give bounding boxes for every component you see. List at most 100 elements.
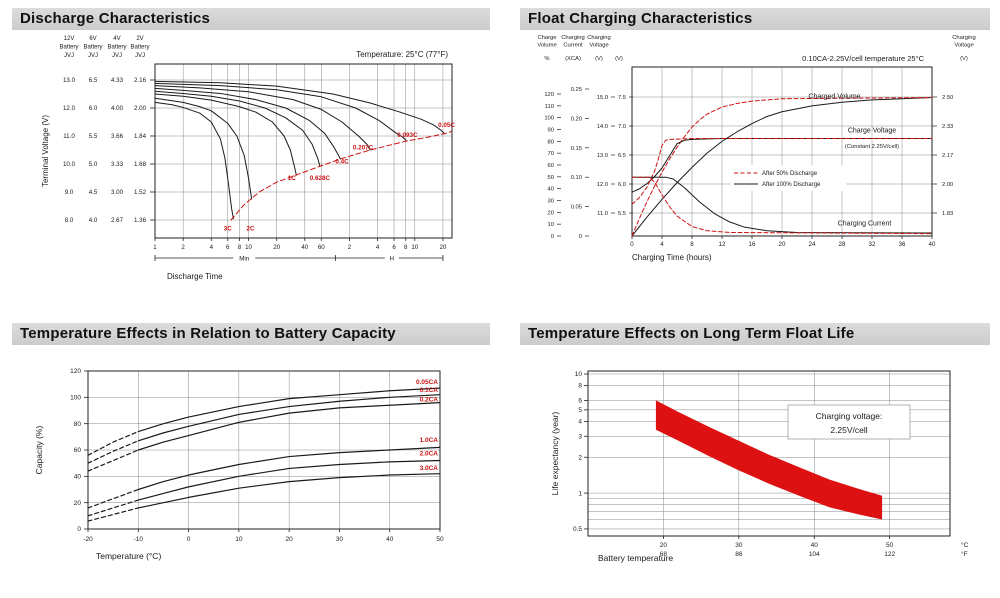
x-axis-title: Temperature (°C) [96, 551, 161, 561]
annotation-line1: Charging voltage: [816, 411, 883, 421]
y-tick: 1.68 [134, 161, 147, 168]
axis-tick: 2.33 [942, 124, 953, 130]
x-axis-title: Discharge Time [167, 272, 223, 281]
y-tick: 5.5 [89, 133, 98, 140]
axis-header: Charging [952, 35, 976, 41]
curve-label: Charge Voltage [848, 127, 896, 134]
axis-unit: (XCA) [565, 56, 581, 62]
y-tick: 4.5 [89, 189, 98, 196]
y-tick: 1 [578, 490, 582, 497]
x-tick: 8 [404, 244, 408, 251]
series-2C [154, 97, 253, 200]
x-tick: 20 [439, 244, 446, 251]
axis-tick: 90 [548, 128, 554, 134]
y-tick: 6.5 [89, 77, 98, 84]
y-col-header: 4V [113, 36, 120, 42]
series-label: 0.2CA [420, 396, 439, 403]
x-tick: 28 [839, 241, 846, 248]
y-axis-title: Life expectancy (year) [550, 412, 560, 496]
axis-header: Voltage [954, 43, 973, 49]
y-tick: 1.36 [134, 217, 147, 224]
x-tick: 0 [187, 536, 191, 543]
axis-tick: 60 [548, 163, 554, 169]
x-tick: 8 [690, 241, 694, 248]
y-tick: 9.0 [65, 189, 74, 196]
y-tick: 100 [70, 395, 81, 402]
series-label: 2C [246, 226, 255, 233]
y-tick: 20 [74, 500, 82, 507]
axis-unit: (V) [615, 56, 623, 62]
curve-label: Charged Volume [808, 94, 860, 101]
series-label: 0.628C [310, 175, 331, 182]
x-tick: 32 [869, 241, 876, 248]
x-tick: 20 [779, 241, 786, 248]
series-label: 1C [288, 175, 297, 182]
axis-unit: % [544, 56, 549, 62]
axis-header: Charge [537, 35, 556, 41]
annotation-line2: 2.25V/cell [830, 425, 867, 435]
y-tick: 6 [578, 398, 582, 405]
x-tick: 20 [286, 536, 294, 543]
x-tick: 40 [301, 244, 308, 251]
series-charging-current-after-100pct-discharge [631, 176, 933, 234]
x-tick: 4 [660, 241, 664, 248]
y-tick: 3.00 [111, 189, 124, 196]
y-tick: 6.0 [89, 105, 98, 112]
x-tick: 10 [411, 244, 418, 251]
panel-temp-capacity: Temperature Effects in Relation to Batte… [12, 323, 490, 585]
axis-tick: 2.00 [942, 182, 953, 188]
series-charging-current-after-50pct-discharge [631, 176, 933, 235]
panel-title-float-charging: Float Charging Characteristics [520, 8, 990, 30]
series-1C [154, 93, 297, 176]
axis-tick: 0.15 [571, 146, 582, 152]
y-tick: 4.33 [111, 77, 124, 84]
x-unit-fahrenheit: °F [961, 550, 968, 558]
axis-tick: 110 [545, 104, 554, 110]
axis-unit: (V) [960, 56, 968, 62]
axis-tick: 0 [551, 234, 554, 240]
gridlines [631, 67, 933, 236]
y-tick: 40 [74, 474, 82, 481]
x-tick: 4 [376, 244, 380, 251]
series-0.05CA-dashed [87, 430, 139, 456]
y-tick: 11.0 [63, 133, 75, 140]
panel-title-float-life: Temperature Effects on Long Term Float L… [520, 323, 990, 345]
series-0.4C [154, 87, 341, 160]
curve-label: (Constant 2.25V/cell) [845, 144, 899, 150]
legend: After 50% Discharge After 100% Discharge [730, 165, 846, 191]
y-col-header: 6V [89, 36, 96, 42]
x-tick: -10 [134, 536, 144, 543]
float-charging-chart: 0 4 8 12 16 20 24 28 32 36 40 Charge Volume% 120 110 10… [537, 35, 976, 262]
y-col-header: 12V [64, 36, 75, 42]
y-tick: 3 [578, 433, 582, 440]
axis-tick: 7.5 [618, 95, 626, 101]
series-0.093C [154, 82, 408, 142]
y-tick: 2 [578, 454, 582, 461]
x-tick: 16 [749, 241, 756, 248]
axis-tick: 80 [548, 139, 554, 145]
axis-tick: 0 [579, 234, 582, 240]
x-unit-celsius: °C [961, 541, 969, 549]
axis-unit: (V) [595, 56, 603, 62]
x-tick-celsius: 50 [886, 542, 894, 549]
cutoff-line [230, 131, 452, 221]
x-tick: 36 [899, 241, 906, 248]
panel-float-charging: Float Charging Characteristics 0 4 8 12 16 20… [520, 8, 990, 306]
series-1.0CA [137, 446, 441, 491]
series-charge-voltage-after-100pct-discharge [631, 138, 933, 193]
y-tick: 10.0 [63, 161, 76, 168]
x-tick-celsius: 30 [735, 542, 743, 549]
panel-float-life: Temperature Effects on Long Term Float L… [520, 323, 990, 585]
x-tick: 60 [318, 244, 325, 251]
chart-annotation: 0.10CA-2.25V/cell temperature 25°C [802, 54, 924, 63]
y-tick: 5.0 [89, 161, 98, 168]
axis-tick: 100 [544, 116, 554, 122]
axis-tick: 0.20 [571, 116, 582, 122]
series-3C [154, 101, 234, 220]
y-tick: 2.16 [134, 77, 147, 84]
axis-tick: 7.0 [618, 124, 626, 130]
axis-tick: 30 [548, 199, 554, 205]
x-tick: 8 [238, 244, 242, 251]
panel-title-discharge: Discharge Characteristics [12, 8, 490, 30]
x-tick: 0 [630, 241, 634, 248]
